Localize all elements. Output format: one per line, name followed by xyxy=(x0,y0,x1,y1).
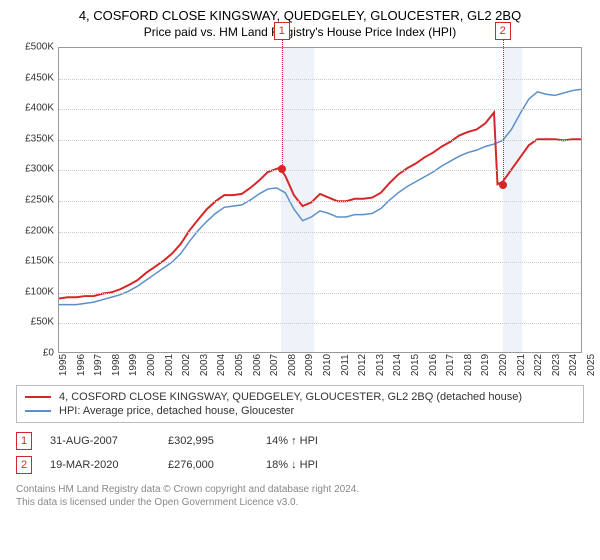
y-tick-label: £450K xyxy=(25,72,54,83)
event-marker-box: 1 xyxy=(16,432,32,450)
event-price: £276,000 xyxy=(168,459,248,471)
plot-area: 12 xyxy=(58,47,582,353)
x-tick-label: 2018 xyxy=(463,354,474,376)
footnote: Contains HM Land Registry data © Crown c… xyxy=(16,483,584,509)
x-tick-label: 1995 xyxy=(58,354,69,376)
event-date: 31-AUG-2007 xyxy=(50,435,150,447)
y-tick-label: £300K xyxy=(25,164,54,175)
y-tick-label: £150K xyxy=(25,256,54,267)
marker-box-1: 1 xyxy=(274,22,290,40)
y-tick-label: £100K xyxy=(25,286,54,297)
x-tick-label: 1999 xyxy=(128,354,139,376)
legend-swatch xyxy=(25,410,51,412)
x-tick-label: 2023 xyxy=(551,354,562,376)
x-tick-label: 2024 xyxy=(568,354,579,376)
x-tick-label: 2011 xyxy=(340,354,351,376)
x-tick-label: 2013 xyxy=(375,354,386,376)
marker-line-1 xyxy=(282,40,283,169)
x-tick-label: 1996 xyxy=(76,354,87,376)
x-tick-label: 2009 xyxy=(304,354,315,376)
x-tick-label: 2010 xyxy=(322,354,333,376)
y-tick-label: £500K xyxy=(25,42,54,53)
event-delta: 18% ↓ HPI xyxy=(266,459,346,471)
marker-dot-2 xyxy=(499,181,507,189)
y-tick-label: £200K xyxy=(25,225,54,236)
y-tick-label: £50K xyxy=(31,317,54,328)
x-axis: 1995 1996 1997 1998 1999 2000 2001 2002 2003 2004… xyxy=(58,353,582,377)
x-tick-label: 2012 xyxy=(357,354,368,376)
x-tick-label: 2004 xyxy=(216,354,227,376)
marker-dot-1 xyxy=(278,165,286,173)
x-tick-label: 2005 xyxy=(234,354,245,376)
gridline xyxy=(59,323,581,324)
event-row: 1 31-AUG-2007 £302,995 14% ↑ HPI xyxy=(16,429,584,453)
x-tick-label: 2008 xyxy=(287,354,298,376)
x-tick-label: 1998 xyxy=(111,354,122,376)
event-delta: 14% ↑ HPI xyxy=(266,435,346,447)
legend-label: HPI: Average price, detached house, Glou… xyxy=(59,405,294,417)
legend: 4, COSFORD CLOSE KINGSWAY, QUEDGELEY, GL… xyxy=(16,385,584,423)
legend-label: 4, COSFORD CLOSE KINGSWAY, QUEDGELEY, GL… xyxy=(59,391,522,403)
x-tick-label: 2022 xyxy=(533,354,544,376)
x-tick-label: 2020 xyxy=(498,354,509,376)
y-tick-label: £250K xyxy=(25,195,54,206)
x-tick-label: 2019 xyxy=(480,354,491,376)
x-tick-label: 2006 xyxy=(252,354,263,376)
x-tick-label: 2015 xyxy=(410,354,421,376)
x-tick-label: 2001 xyxy=(164,354,175,376)
chart-title: 4, COSFORD CLOSE KINGSWAY, QUEDGELEY, GL… xyxy=(12,8,588,23)
x-tick-label: 2025 xyxy=(586,354,597,376)
legend-row: 4, COSFORD CLOSE KINGSWAY, QUEDGELEY, GL… xyxy=(25,390,575,404)
x-tick-label: 2007 xyxy=(269,354,280,376)
legend-swatch xyxy=(25,396,51,398)
y-axis: £0£50K£100K£150K£200K£250K£300K£350K£400… xyxy=(12,47,56,353)
gridline xyxy=(59,293,581,294)
x-tick-label: 2003 xyxy=(199,354,210,376)
gridline xyxy=(59,232,581,233)
gridline xyxy=(59,201,581,202)
event-marker-box: 2 xyxy=(16,456,32,474)
event-price: £302,995 xyxy=(168,435,248,447)
gridline xyxy=(59,262,581,263)
marker-box-2: 2 xyxy=(495,22,511,40)
y-tick-label: £400K xyxy=(25,103,54,114)
x-tick-label: 2000 xyxy=(146,354,157,376)
y-tick-label: £350K xyxy=(25,133,54,144)
event-date: 19-MAR-2020 xyxy=(50,459,150,471)
x-tick-label: 2017 xyxy=(445,354,456,376)
x-tick-label: 2021 xyxy=(516,354,527,376)
footnote-line-2: This data is licensed under the Open Gov… xyxy=(16,496,584,509)
x-tick-label: 2016 xyxy=(428,354,439,376)
legend-row: HPI: Average price, detached house, Glou… xyxy=(25,404,575,418)
chart-area: £0£50K£100K£150K£200K£250K£300K£350K£400… xyxy=(58,47,582,377)
y-tick-label: £0 xyxy=(43,348,54,359)
event-table: 1 31-AUG-2007 £302,995 14% ↑ HPI 2 19-MAR-202… xyxy=(16,429,584,477)
x-tick-label: 1997 xyxy=(93,354,104,376)
event-row: 2 19-MAR-2020 £276,000 18% ↓ HPI xyxy=(16,453,584,477)
footnote-line-1: Contains HM Land Registry data © Crown c… xyxy=(16,483,584,496)
x-tick-label: 2014 xyxy=(392,354,403,376)
x-tick-label: 2002 xyxy=(181,354,192,376)
marker-line-2 xyxy=(503,40,504,185)
